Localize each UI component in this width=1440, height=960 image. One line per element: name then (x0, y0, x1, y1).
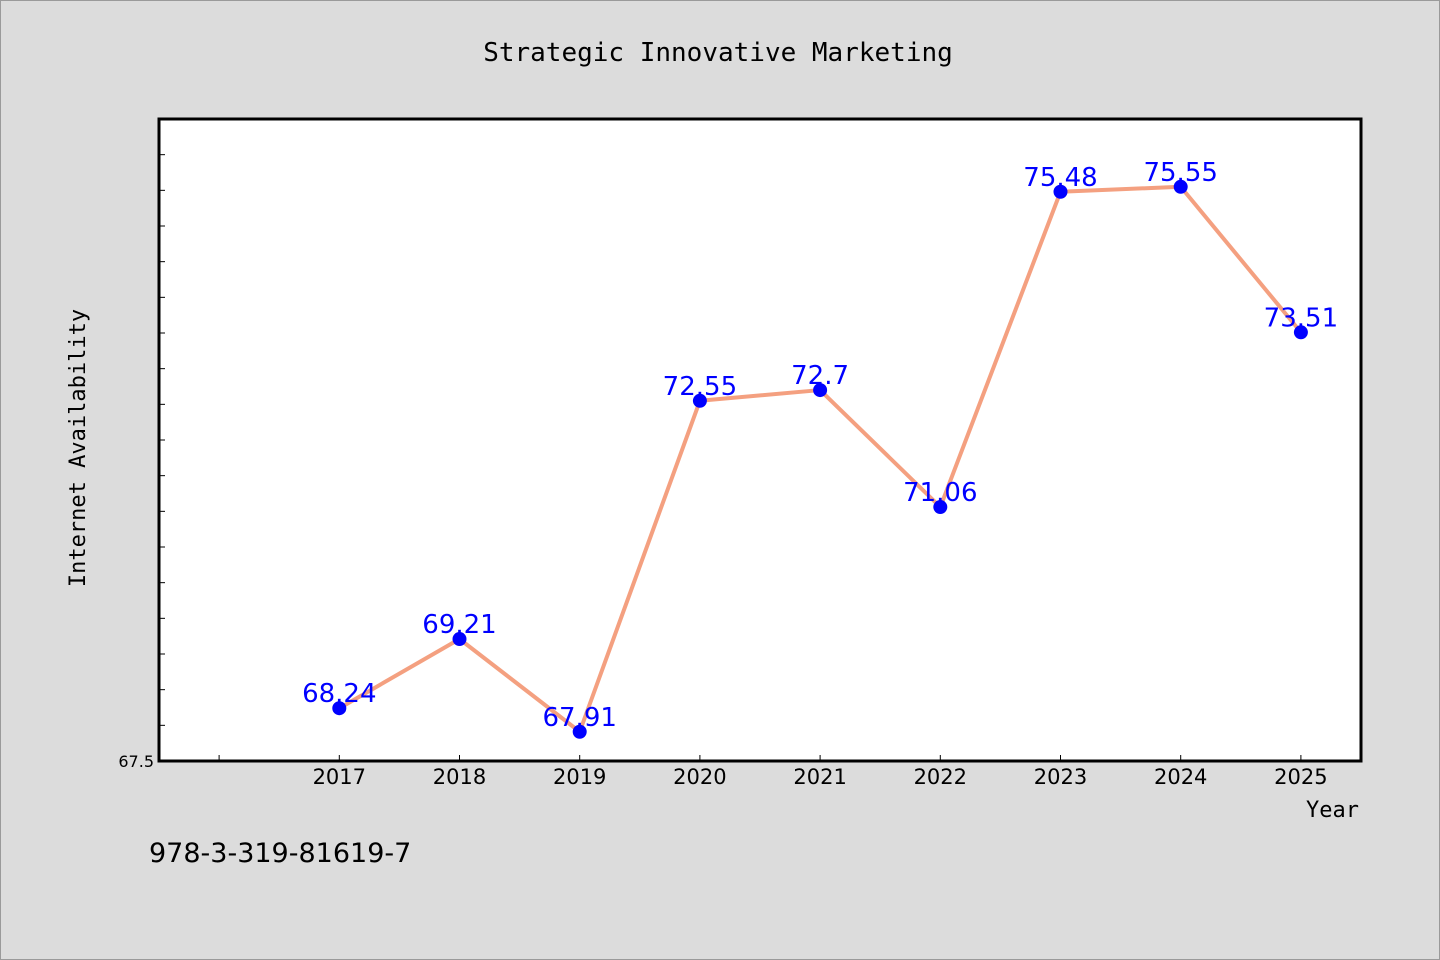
x-tick-label: 2022 (914, 765, 967, 789)
x-tick-label: 2025 (1274, 765, 1327, 789)
x-tick-label: 2019 (553, 765, 606, 789)
x-tick-label: 2024 (1154, 765, 1207, 789)
data-label: 73.51 (1264, 303, 1338, 333)
data-label: 72.55 (663, 372, 737, 402)
x-tick-label: 2023 (1034, 765, 1087, 789)
y-axis-ticks: 67.5 (118, 118, 165, 771)
data-label-group: 68.24 69.21 67.91 72.55 72.7 71.06 75.48 75.55 7… (302, 158, 1338, 733)
footer-code: 978-3-319-81619-7 (149, 838, 411, 869)
data-label: 72.7 (791, 361, 849, 391)
data-point (572, 724, 587, 739)
x-tick-label: 2017 (313, 765, 366, 789)
data-label: 75.48 (1023, 163, 1097, 193)
data-label: 69.21 (422, 610, 496, 640)
x-tick-label: 2021 (793, 765, 846, 789)
data-point (813, 383, 828, 398)
marker-group (332, 179, 1308, 739)
data-point (1173, 179, 1188, 194)
data-point (332, 701, 347, 716)
plot-area (157, 117, 1363, 763)
data-label: 75.55 (1143, 158, 1217, 188)
data-point (692, 393, 707, 408)
data-point (1293, 325, 1308, 340)
chart-title: Strategic Innovative Marketing (483, 38, 953, 68)
data-label: 71.06 (903, 478, 977, 508)
x-axis-label: Year (1306, 798, 1359, 823)
data-label: 67.91 (542, 703, 616, 733)
data-label: 68.24 (302, 679, 376, 709)
data-point (933, 500, 948, 515)
x-axis-ticks: 2017 2018 2019 2020 2021 2022 2023 2024 2025 (218, 755, 1328, 789)
x-tick-label: 2020 (673, 765, 726, 789)
y-tick-label: 67.5 (118, 752, 154, 771)
data-point (452, 632, 467, 647)
y-axis-label: Internet Availability (66, 309, 91, 587)
data-point (1053, 184, 1068, 199)
x-tick-label: 2018 (433, 765, 486, 789)
